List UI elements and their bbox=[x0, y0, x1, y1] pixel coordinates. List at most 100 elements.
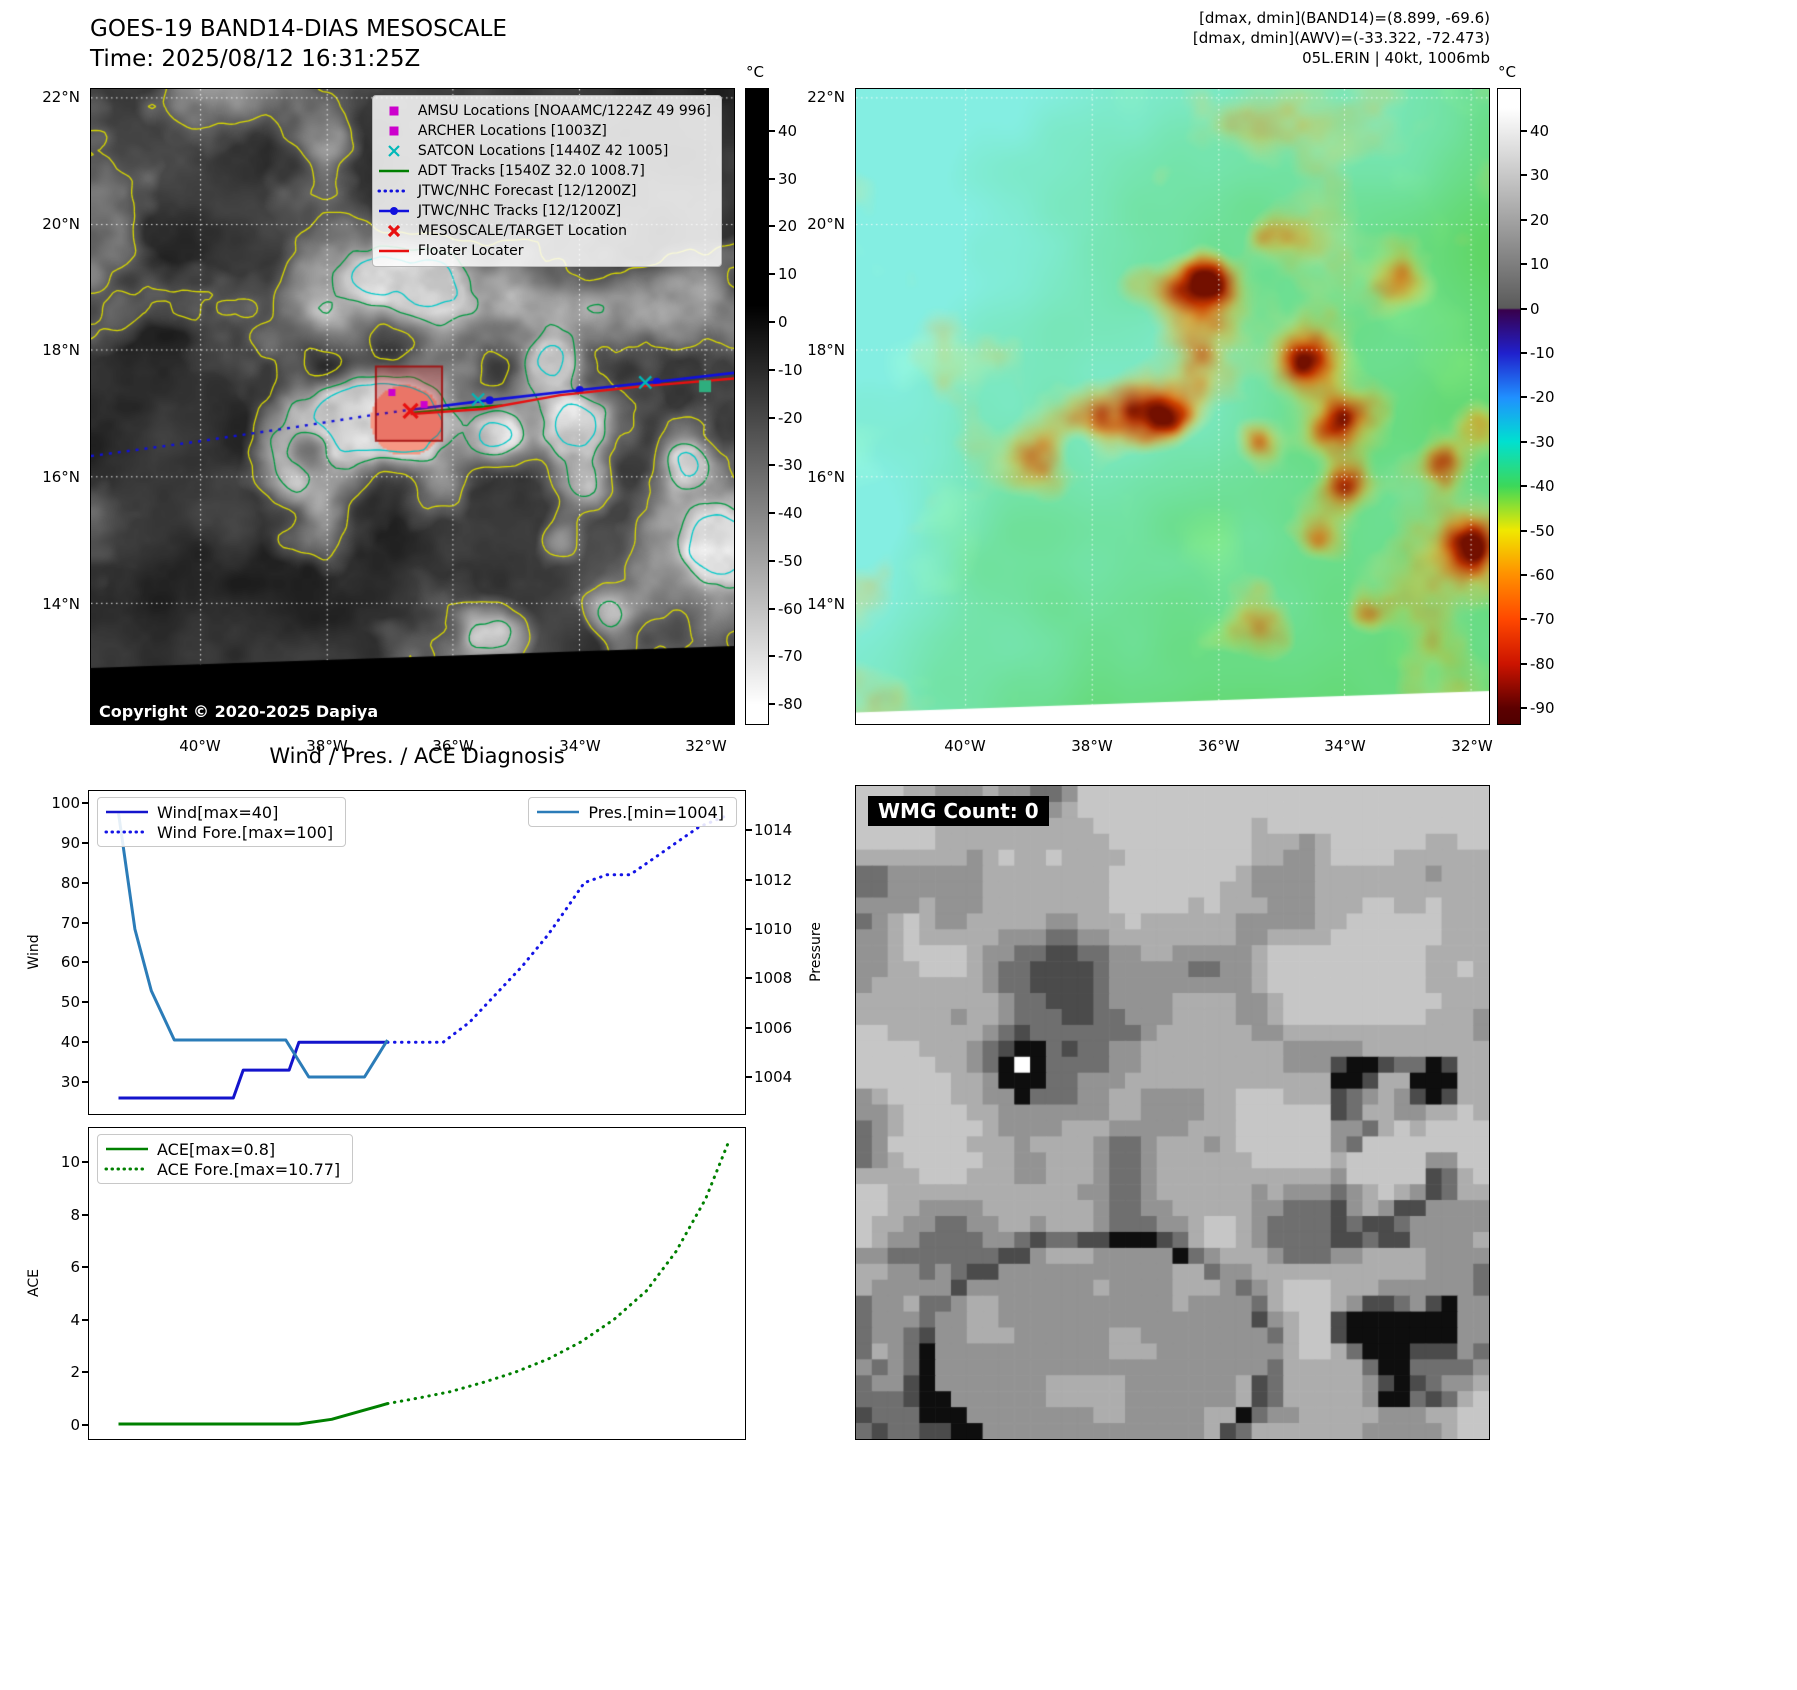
colorbar-tick-label: -10 bbox=[778, 360, 803, 379]
axis-tick-mark bbox=[746, 977, 752, 980]
colorbar-tick-label: -10 bbox=[1530, 343, 1555, 362]
wind-axis-label: Wind bbox=[26, 934, 42, 970]
axis-tick-mark bbox=[82, 1371, 88, 1374]
x-marker bbox=[377, 144, 411, 158]
colorbar-tick-mark bbox=[1521, 485, 1527, 488]
rainbow-colorbar: °C 40 30 20 10 0 -10 -20 -30 -40 -50 -60 -70 -80 -90 bbox=[1497, 63, 1555, 725]
lat-tick-label: 18°N bbox=[807, 340, 845, 359]
colorbar-tick-label: -20 bbox=[778, 408, 803, 427]
series-Wind[max=40] bbox=[118, 1040, 388, 1100]
lat-tick-label: 16°N bbox=[42, 468, 80, 487]
lon-tick-label: 34°W bbox=[1324, 737, 1366, 755]
dotted-line-marker bbox=[104, 825, 150, 839]
axis-tick-mark bbox=[82, 1081, 88, 1084]
colorbar-tick-mark bbox=[1521, 307, 1527, 310]
axis-tick-label: 1004 bbox=[754, 1068, 793, 1086]
legend-label: AMSU Locations [NOAAMC/1224Z 49 996] bbox=[417, 103, 711, 119]
pressure-axis-label: Pressure bbox=[808, 922, 824, 982]
wind-chart-legend: Pres.[min=1004] bbox=[528, 797, 737, 827]
line-dot-marker-icon bbox=[378, 207, 409, 215]
axis-tick-label: 100 bbox=[51, 793, 80, 812]
axis-tick-label: 1010 bbox=[754, 920, 793, 939]
map-legend: AMSU Locations [NOAAMC/1224Z 49 996] ARCH… bbox=[371, 95, 722, 267]
legend-entry: ACE Fore.[max=10.77] bbox=[104, 1159, 340, 1179]
ace-chart-legend: ACE[max=0.8] ACE Fore.[max=10.77] bbox=[97, 1134, 354, 1184]
legend-label: ADT Tracks [1540Z 32.0 1008.7] bbox=[417, 163, 645, 179]
axis-tick-mark bbox=[82, 1001, 88, 1004]
colorbar-tick-label: -30 bbox=[1530, 432, 1555, 451]
axis-tick-label: 30 bbox=[60, 1073, 80, 1092]
legend-label: Wind[max=40] bbox=[157, 802, 279, 822]
colorbar-tick-label: -30 bbox=[778, 456, 803, 475]
legend-entry: ADT Tracks [1540Z 32.0 1008.7] bbox=[377, 161, 711, 181]
axis-tick-label: 6 bbox=[70, 1258, 80, 1277]
colorbar-tick-mark bbox=[769, 225, 775, 228]
dotted-marker bbox=[377, 184, 411, 198]
lon-tick-label: 32°W bbox=[1451, 737, 1493, 755]
storm-info-label: 05L.ERIN | 40kt, 1006mb bbox=[1302, 49, 1490, 67]
colorbar-tick-label: 40 bbox=[1530, 121, 1550, 140]
legend-entry: AMSU Locations [NOAAMC/1224Z 49 996] bbox=[377, 101, 711, 121]
lat-tick-label: 20°N bbox=[42, 214, 80, 233]
legend-entry: JTWC/NHC Forecast [12/1200Z] bbox=[377, 181, 711, 201]
axis-tick-mark bbox=[746, 1076, 752, 1078]
right-panel-header: [dmax, dmin](BAND14)=(8.899, -69.6) [dma… bbox=[1193, 8, 1490, 68]
dmax-dmin-awv-label: [dmax, dmin](AWV)=(-33.322, -72.473) bbox=[1192, 29, 1490, 47]
colorbar-tick-mark bbox=[1521, 440, 1527, 443]
lon-tick-label: 34°W bbox=[559, 737, 601, 755]
colorbar-tick-label: 20 bbox=[778, 217, 798, 236]
legend-entry: MESOSCALE/TARGET Location bbox=[377, 221, 711, 241]
lon-tick-label: 32°W bbox=[685, 737, 727, 755]
lat-tick-label: 22°N bbox=[807, 87, 845, 106]
colorbar-tick-label: -80 bbox=[1530, 654, 1555, 673]
axis-tick-label: 1008 bbox=[754, 969, 793, 988]
square-marker-icon bbox=[389, 106, 399, 116]
lon-tick-label: 40°W bbox=[179, 737, 221, 755]
colorbar-tick-label: -60 bbox=[778, 599, 803, 618]
colorbar-tick-label: -40 bbox=[1530, 477, 1555, 496]
lon-tick-label: 36°W bbox=[432, 737, 474, 755]
axis-tick-label: 1014 bbox=[754, 821, 793, 840]
line-marker-icon bbox=[106, 810, 148, 814]
satellite-time-label: Time: 2025/08/12 16:31:25Z bbox=[90, 46, 421, 72]
awv-color-satellite-image bbox=[856, 89, 1489, 724]
legend-label: Floater Locater bbox=[417, 243, 524, 259]
axis-tick-mark bbox=[746, 928, 752, 931]
square-marker-icon bbox=[389, 126, 399, 136]
colorbar-tick-label: -60 bbox=[1530, 565, 1555, 584]
lon-tick-label: 38°W bbox=[1071, 737, 1113, 755]
awv-map-panel: 22°N 20°N 18°N 16°N 14°N 40°W 38°W 36°W 34°W 32°W bbox=[807, 88, 1493, 755]
axis-tick-mark bbox=[82, 1041, 88, 1044]
legend-entry: Pres.[min=1004] bbox=[535, 802, 724, 822]
line-marker-icon bbox=[378, 169, 409, 173]
axis-tick-label: 40 bbox=[60, 1033, 80, 1052]
legend-label: MESOSCALE/TARGET Location bbox=[417, 223, 627, 239]
colorbar-tick-label: 0 bbox=[778, 312, 788, 331]
wmg-pixel-image bbox=[856, 786, 1489, 1439]
legend-entry: JTWC/NHC Tracks [12/1200Z] bbox=[377, 201, 711, 221]
colorbar-tick-mark bbox=[769, 703, 775, 706]
lon-tick-label: 40°W bbox=[944, 737, 986, 755]
axis-tick-label: 90 bbox=[60, 833, 80, 852]
square-marker bbox=[377, 104, 411, 118]
axis-tick-label: 4 bbox=[70, 1310, 80, 1329]
axis-tick-label: 1012 bbox=[754, 870, 793, 889]
line-marker bbox=[377, 164, 411, 178]
colorbar-tick-label: -50 bbox=[778, 551, 803, 570]
wmg-count-badge: WMG Count: 0 bbox=[868, 796, 1049, 826]
colorbar-tick-mark bbox=[769, 273, 775, 276]
grayscale-colorbar: °C 40 30 20 10 0 -10 -20 -30 -40 -50 -60 -70 -80 bbox=[745, 63, 803, 725]
series-Wind Fore.[max=100] bbox=[386, 813, 731, 1044]
legend-entry: SATCON Locations [1440Z 42 1005] bbox=[377, 141, 711, 161]
colorbar-tick-mark bbox=[769, 512, 775, 515]
legend-label: Wind Fore.[max=100] bbox=[157, 822, 334, 842]
colorbar-tick-mark bbox=[1521, 573, 1527, 576]
colorbar-tick-mark bbox=[1521, 396, 1527, 399]
dotted-marker-icon bbox=[377, 189, 411, 193]
colorbar-tick-label: 0 bbox=[1530, 299, 1540, 318]
axis-tick-mark bbox=[82, 1318, 88, 1321]
ace-chart-plot bbox=[118, 1140, 731, 1426]
line-marker-icon bbox=[378, 249, 409, 253]
copyright-label: Copyright © 2020-2025 Dapiya bbox=[99, 702, 379, 721]
